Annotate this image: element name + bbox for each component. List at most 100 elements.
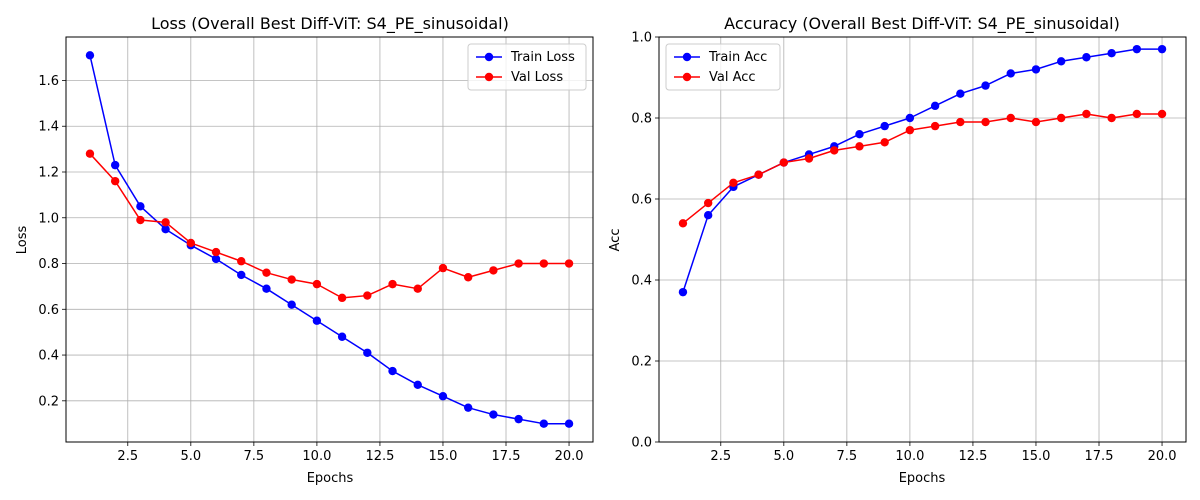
data-point-train-loss bbox=[262, 284, 271, 293]
data-point-val-acc bbox=[956, 117, 965, 127]
y-tick-label: 0.2 bbox=[631, 355, 652, 370]
data-point-val-loss bbox=[539, 259, 549, 268]
legend-entry-val-acc: Val Acc bbox=[674, 70, 756, 85]
legend-label: Val Loss bbox=[511, 70, 563, 85]
data-point-val-loss bbox=[463, 273, 473, 282]
x-axis-ticks: 2.5 5.0 7.5 10.0 12.5 15.0 17.5 20.0 bbox=[710, 442, 1177, 464]
chart-title: Loss (Overall Best Diff-ViT: S4_PE_sinus… bbox=[151, 14, 509, 34]
y-axis-label: Acc bbox=[608, 229, 623, 252]
legend: Train Loss Val Loss bbox=[467, 43, 587, 91]
legend-swatch-marker bbox=[682, 72, 692, 82]
data-point-train-acc bbox=[1132, 44, 1142, 54]
x-axis-ticks: 2.5 5.0 7.5 10.0 12.5 15.0 17.5 20.0 bbox=[117, 442, 584, 464]
x-tick-label: 17.5 bbox=[1085, 449, 1114, 464]
x-tick-label: 17.5 bbox=[492, 449, 521, 464]
data-point-val-acc bbox=[1107, 113, 1116, 123]
data-point-train-acc bbox=[905, 113, 915, 123]
data-point-val-acc bbox=[1157, 109, 1167, 119]
legend-label: Train Loss bbox=[510, 50, 575, 65]
x-tick-label: 10.0 bbox=[302, 449, 331, 464]
data-point-val-acc bbox=[779, 158, 789, 167]
y-tick-label: 0.0 bbox=[631, 436, 652, 451]
y-tick-label: 0.6 bbox=[38, 303, 59, 318]
data-point-train-acc bbox=[880, 121, 889, 131]
y-tick-label: 0.4 bbox=[631, 274, 652, 289]
data-point-train-loss bbox=[539, 419, 549, 428]
x-tick-label: 7.5 bbox=[244, 449, 265, 464]
data-point-val-acc bbox=[754, 170, 763, 179]
legend-label: Val Acc bbox=[709, 70, 756, 85]
data-point-train-loss bbox=[136, 202, 145, 211]
data-point-train-loss bbox=[388, 366, 397, 376]
data-point-train-loss bbox=[337, 332, 347, 341]
data-point-val-loss bbox=[211, 247, 221, 257]
x-tick-label: 5.0 bbox=[180, 449, 201, 464]
series-layer bbox=[678, 44, 1167, 297]
data-point-val-loss bbox=[413, 284, 422, 293]
x-tick-label: 12.5 bbox=[958, 449, 987, 464]
data-point-train-loss bbox=[438, 392, 448, 401]
data-point-val-acc bbox=[855, 142, 864, 151]
data-point-train-loss bbox=[564, 419, 574, 428]
y-tick-label: 1.0 bbox=[38, 211, 59, 226]
data-point-train-acc bbox=[1082, 53, 1091, 62]
data-point-val-acc bbox=[930, 121, 940, 131]
accuracy-panel: Accuracy (Overall Best Diff-ViT: S4_PE_s… bbox=[608, 14, 1187, 486]
data-point-val-acc bbox=[703, 198, 713, 208]
x-axis-label: Epochs bbox=[899, 471, 946, 486]
x-tick-label: 2.5 bbox=[710, 449, 731, 464]
data-point-val-acc bbox=[905, 125, 915, 135]
data-point-val-loss bbox=[514, 259, 523, 268]
x-tick-label: 2.5 bbox=[117, 449, 138, 464]
y-tick-label: 0.2 bbox=[38, 394, 59, 409]
data-point-train-loss bbox=[312, 316, 322, 325]
data-point-val-loss bbox=[110, 176, 120, 186]
y-tick-label: 1.6 bbox=[38, 74, 59, 89]
series-line-val-acc bbox=[682, 113, 1163, 224]
data-point-val-acc bbox=[804, 154, 814, 163]
y-axis-label: Loss bbox=[15, 226, 30, 255]
x-tick-label: 10.0 bbox=[895, 449, 924, 464]
x-axis-label: Epochs bbox=[307, 471, 354, 486]
data-point-train-acc bbox=[1031, 65, 1041, 74]
data-point-train-loss bbox=[413, 380, 422, 389]
data-point-train-loss bbox=[161, 225, 170, 234]
y-axis-ticks: 0.2 0.4 0.6 0.8 1.0 1.2 1.4 1.6 bbox=[38, 74, 66, 409]
data-point-val-acc bbox=[981, 117, 990, 127]
y-tick-label: 0.8 bbox=[631, 112, 652, 127]
y-tick-label: 0.6 bbox=[631, 193, 652, 208]
data-point-val-acc bbox=[1006, 113, 1015, 123]
data-point-train-loss bbox=[211, 254, 221, 264]
data-point-val-loss bbox=[287, 275, 296, 284]
data-point-train-loss bbox=[287, 300, 296, 309]
data-point-train-acc bbox=[1157, 44, 1167, 54]
data-point-val-loss bbox=[363, 291, 372, 300]
series-line-train-loss bbox=[89, 55, 570, 425]
x-tick-label: 12.5 bbox=[365, 449, 394, 464]
legend-entry-train-loss: Train Loss bbox=[476, 50, 575, 65]
x-tick-label: 7.5 bbox=[837, 449, 858, 464]
data-point-train-acc bbox=[855, 130, 864, 139]
data-point-train-acc bbox=[981, 81, 990, 90]
data-point-train-loss bbox=[463, 403, 473, 412]
legend-label: Train Acc bbox=[708, 50, 767, 65]
legend: Train Acc Val Acc bbox=[665, 43, 781, 91]
y-axis-ticks: 0.0 0.2 0.4 0.6 0.8 1.0 bbox=[631, 31, 659, 451]
y-tick-label: 1.2 bbox=[38, 166, 59, 181]
data-point-val-loss bbox=[237, 257, 246, 266]
data-point-val-loss bbox=[161, 218, 170, 227]
series-layer bbox=[85, 51, 574, 428]
data-point-val-loss bbox=[262, 268, 271, 277]
data-point-val-acc bbox=[1056, 113, 1066, 123]
x-tick-label: 20.0 bbox=[555, 449, 584, 464]
legend-box bbox=[665, 43, 781, 91]
chart-title: Accuracy (Overall Best Diff-ViT: S4_PE_s… bbox=[724, 14, 1120, 34]
data-point-val-loss bbox=[489, 266, 498, 275]
data-point-train-acc bbox=[1107, 49, 1116, 58]
data-point-train-acc bbox=[1056, 57, 1066, 66]
data-point-val-acc bbox=[1082, 109, 1091, 119]
data-point-train-loss bbox=[85, 51, 95, 60]
data-point-val-loss bbox=[136, 215, 145, 225]
